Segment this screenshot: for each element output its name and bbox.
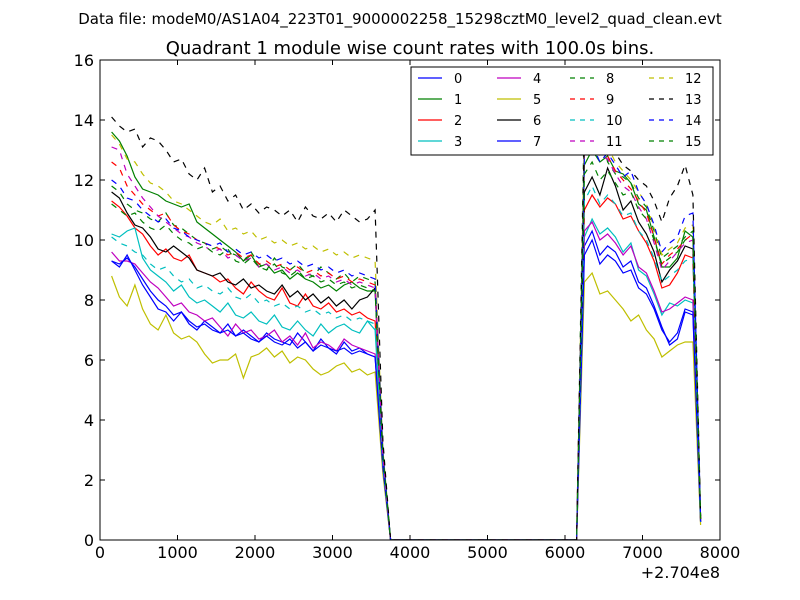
legend-label-3: 3 <box>454 135 462 150</box>
series-line-9 <box>111 130 702 540</box>
series-line-8 <box>111 107 702 540</box>
legend-label-4: 4 <box>533 72 541 87</box>
series-line-2 <box>111 193 702 540</box>
y-tick-label-0: 0 <box>84 531 94 550</box>
x-axis: 0 1000 2000 3000 4000 5000 6000 7000 8000 <box>95 60 740 562</box>
legend-label-10: 10 <box>606 114 623 129</box>
x-tick-label-5: 5000 <box>467 543 508 562</box>
x-tick-label-4: 4000 <box>390 543 431 562</box>
series-line-11 <box>111 136 702 540</box>
x-tick-label-1: 1000 <box>157 543 198 562</box>
y-tick-label-1: 2 <box>84 471 94 490</box>
series-line-0 <box>111 229 702 540</box>
x-tick-label-3: 3000 <box>312 543 353 562</box>
y-tick-label-3: 6 <box>84 351 94 370</box>
y-tick-label-2: 4 <box>84 411 94 430</box>
legend-label-7: 7 <box>533 135 541 150</box>
series-line-12 <box>111 121 702 540</box>
legend-label-0: 0 <box>454 72 462 87</box>
series-line-6 <box>111 166 702 540</box>
y-tick-label-5: 10 <box>74 231 94 250</box>
series-line-14 <box>111 142 702 540</box>
legend-label-8: 8 <box>606 72 614 87</box>
series-line-13 <box>111 100 702 540</box>
y-tick-label-6: 12 <box>74 171 94 190</box>
chart-title: Quadrant 1 module wise count rates with … <box>166 38 655 59</box>
series-line-7 <box>111 238 702 540</box>
legend-frame <box>410 66 714 156</box>
legend-label-2: 2 <box>454 114 462 129</box>
legend-label-13: 13 <box>685 93 702 108</box>
series-line-3 <box>111 217 702 540</box>
x-tick-label-6: 6000 <box>545 543 586 562</box>
x-offset-label: +2.704e8 <box>641 563 720 582</box>
figure-suptitle: Data file: modeM0/AS1A04_223T01_90000022… <box>78 10 722 29</box>
x-tick-label-0: 0 <box>95 543 105 562</box>
y-tick-label-8: 16 <box>74 51 94 70</box>
y-tick-label-4: 8 <box>84 291 94 310</box>
legend-label-15: 15 <box>685 135 702 150</box>
series-layer <box>111 100 702 540</box>
legend-label-14: 14 <box>685 114 702 129</box>
series-line-15 <box>111 160 702 540</box>
legend-label-11: 11 <box>606 135 623 150</box>
series-line-4 <box>111 220 702 540</box>
legend-label-1: 1 <box>454 93 462 108</box>
series-line-5 <box>111 271 702 540</box>
y-tick-label-7: 14 <box>74 111 94 130</box>
x-tick-label-2: 2000 <box>235 543 276 562</box>
legend-label-5: 5 <box>533 93 541 108</box>
legend-label-9: 9 <box>606 93 614 108</box>
x-tick-label-8: 8000 <box>700 543 741 562</box>
x-tick-label-7: 7000 <box>622 543 663 562</box>
legend-label-6: 6 <box>533 114 541 129</box>
legend-label-12: 12 <box>685 72 702 87</box>
series-line-1 <box>111 131 702 540</box>
series-line-10 <box>111 184 702 540</box>
